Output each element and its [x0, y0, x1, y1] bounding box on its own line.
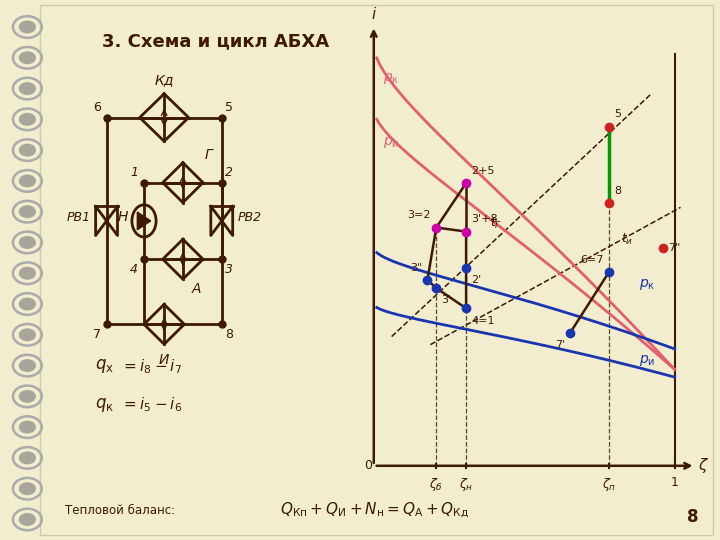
Text: $= i_8 - i_7$: $= i_8 - i_7$ — [121, 357, 182, 376]
Text: РВ1: РВ1 — [66, 211, 91, 224]
Circle shape — [19, 267, 36, 280]
Text: 2': 2' — [472, 275, 482, 285]
Text: Н: Н — [118, 210, 128, 224]
Text: $Q_\mathrm{Кп} + Q_\mathrm{И} + N_\mathrm{н} = Q_\mathrm{А} + Q_\mathrm{Кд}$: $Q_\mathrm{Кп} + Q_\mathrm{И} + N_\mathr… — [280, 500, 469, 521]
Text: 5: 5 — [614, 109, 621, 119]
Text: $= i_5 - i_6$: $= i_5 - i_6$ — [121, 395, 182, 414]
Circle shape — [19, 205, 36, 218]
Text: 7": 7" — [668, 243, 680, 253]
Circle shape — [19, 51, 36, 64]
Circle shape — [19, 451, 36, 464]
Text: $q_\mathrm{к}$: $q_\mathrm{к}$ — [95, 396, 114, 414]
Circle shape — [19, 298, 36, 310]
Text: Кд: Кд — [154, 73, 174, 87]
Text: 6=7: 6=7 — [580, 255, 603, 265]
Circle shape — [19, 390, 36, 403]
Text: 6: 6 — [93, 100, 101, 114]
Text: 3": 3" — [410, 263, 422, 273]
Text: 1: 1 — [130, 166, 138, 179]
Text: 8: 8 — [225, 328, 233, 341]
FancyBboxPatch shape — [40, 5, 713, 535]
Text: $\zeta_н$: $\zeta_н$ — [459, 476, 473, 493]
Text: И: И — [159, 353, 169, 367]
Text: 2+5: 2+5 — [472, 166, 495, 176]
Text: $t_и$: $t_и$ — [621, 232, 633, 247]
Text: ζ: ζ — [698, 458, 706, 473]
Text: 7': 7' — [554, 340, 565, 350]
Text: 4=1: 4=1 — [472, 315, 495, 326]
Text: 3': 3' — [441, 295, 452, 306]
Text: 7: 7 — [93, 328, 101, 341]
Text: 8: 8 — [687, 509, 698, 526]
Circle shape — [19, 421, 36, 434]
Text: 2: 2 — [225, 166, 233, 179]
Polygon shape — [138, 212, 150, 230]
Circle shape — [19, 328, 36, 341]
Text: А: А — [192, 282, 201, 296]
Circle shape — [19, 174, 36, 187]
Circle shape — [19, 359, 36, 372]
Text: $p_\mathrm{и}$: $p_\mathrm{и}$ — [639, 353, 655, 368]
Text: 1: 1 — [670, 476, 678, 489]
Text: РВ2: РВ2 — [238, 211, 262, 224]
Circle shape — [19, 144, 36, 157]
Text: 3. Схема и цикл АБХА: 3. Схема и цикл АБХА — [102, 32, 330, 50]
Circle shape — [19, 236, 36, 249]
Text: $p_\mathrm{к}$: $p_\mathrm{к}$ — [639, 276, 655, 292]
Circle shape — [19, 113, 36, 126]
Text: i: i — [372, 6, 376, 22]
Text: $\zeta_б$: $\zeta_б$ — [429, 476, 444, 493]
Text: 8: 8 — [614, 186, 621, 196]
Text: $q_\mathrm{х}$: $q_\mathrm{х}$ — [95, 357, 114, 375]
Circle shape — [19, 513, 36, 526]
Circle shape — [19, 21, 36, 33]
Text: $p_\mathrm{и}$: $p_\mathrm{и}$ — [383, 135, 399, 150]
Text: Тепловой баланс:: Тепловой баланс: — [65, 504, 175, 517]
Text: 4: 4 — [130, 263, 138, 276]
Text: Г: Г — [204, 147, 212, 161]
Circle shape — [19, 482, 36, 495]
Text: 3'+8: 3'+8 — [472, 214, 498, 224]
Text: 3: 3 — [225, 263, 233, 276]
Text: $p_\mathrm{к}$: $p_\mathrm{к}$ — [383, 71, 399, 86]
Text: $\zeta_п$: $\zeta_п$ — [602, 476, 616, 493]
Text: 5: 5 — [225, 100, 233, 114]
Text: 0: 0 — [364, 460, 372, 472]
Text: $t_Г$: $t_Г$ — [490, 216, 502, 231]
Circle shape — [19, 82, 36, 95]
Text: 3=2: 3=2 — [408, 210, 431, 220]
